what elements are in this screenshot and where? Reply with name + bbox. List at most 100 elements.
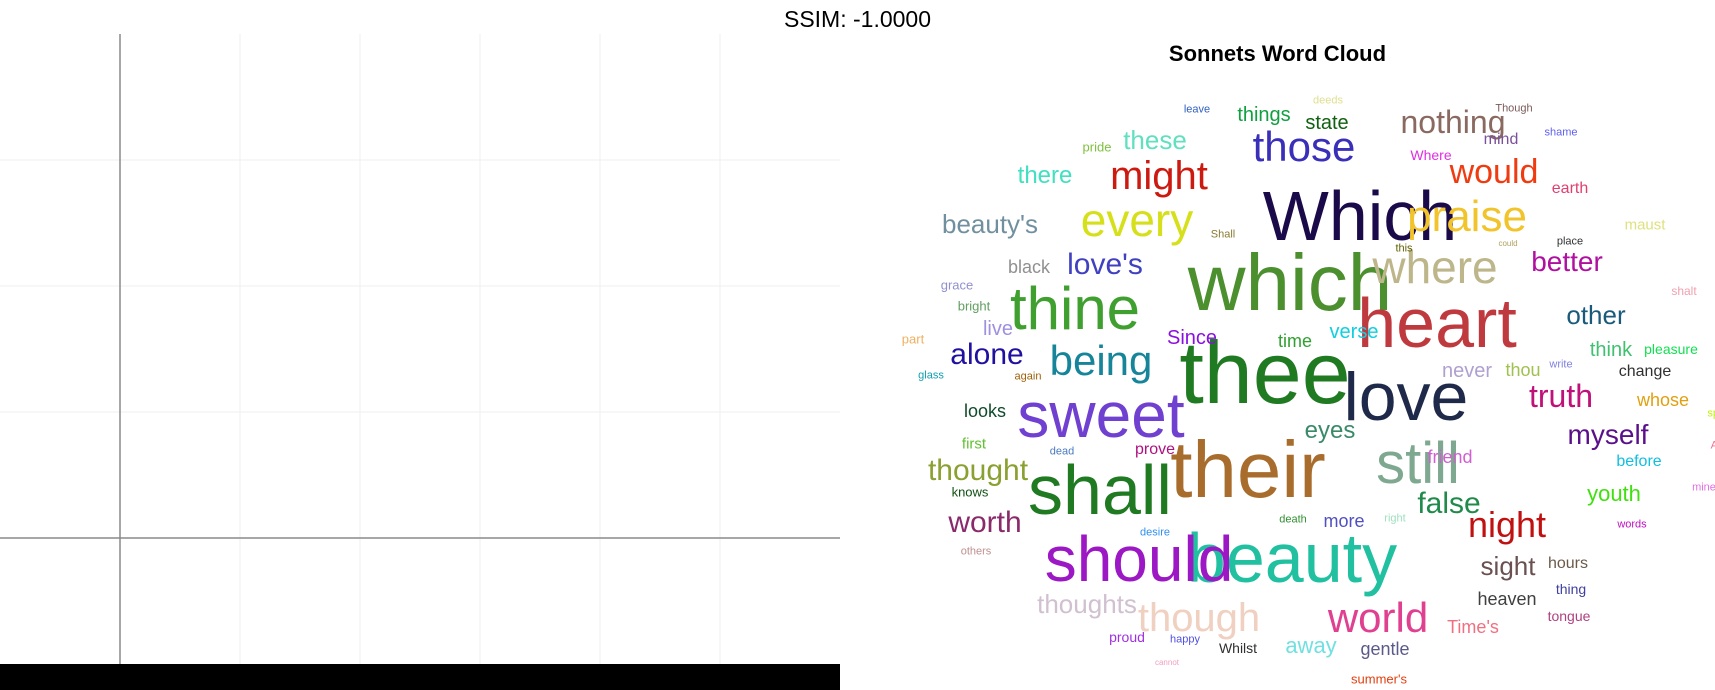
cloud-word: eyes [1304, 417, 1356, 444]
cloud-word: shall [1028, 451, 1172, 529]
cloud-word: deeds [1313, 94, 1343, 107]
cloud-word: this [1395, 242, 1413, 255]
cloud-word: being [1049, 337, 1153, 384]
cloud-word: place [1556, 235, 1584, 248]
cloud-word: Against [1710, 439, 1715, 452]
cloud-word: Which [1262, 177, 1458, 255]
cloud-word: love's [1067, 248, 1143, 281]
cloud-word: happy [1170, 633, 1200, 646]
ssim-title: SSIM: -1.0000 [783, 6, 932, 32]
cloud-word: desire [1140, 526, 1170, 539]
cloud-word: never [1441, 360, 1493, 382]
cloud-word: though [1137, 596, 1261, 640]
cloud-word: Shall [1210, 228, 1236, 241]
cloud-word: tongue [1547, 608, 1591, 624]
cloud-word: hours [1547, 555, 1589, 572]
cloud-word: leave [1183, 103, 1211, 116]
cloud-word: death [1279, 513, 1307, 526]
cloud-word: thought [927, 454, 1029, 487]
cloud-word: Where [1410, 147, 1452, 163]
cloud-word: Though [1495, 102, 1533, 115]
cloud-word: sight [1480, 551, 1536, 581]
cloud-word: more [1323, 511, 1365, 531]
cloud-word: false [1417, 487, 1481, 520]
cloud-word: praise [1407, 192, 1527, 241]
cloud-word: which [1187, 238, 1393, 327]
word-cloud-panel: Sonnets Word Cloud Which which thee their he… [840, 34, 1715, 690]
cloud-word: summer's [1351, 671, 1407, 687]
cloud-word: heart [1357, 284, 1517, 362]
cloud-word: friend [1427, 447, 1473, 467]
cloud-word: other [1566, 300, 1626, 330]
cloud-word: worth [948, 506, 1022, 539]
cloud-word: black [1007, 257, 1051, 277]
cloud-word: truth [1528, 378, 1594, 414]
cloud-word: things [1237, 104, 1291, 126]
cloud-word: love [1343, 359, 1469, 435]
cloud-word: before [1616, 453, 1662, 470]
empty-plot [0, 34, 840, 690]
cloud-word: looks [963, 401, 1007, 421]
cloud-word: part [901, 331, 925, 347]
cloud-word: away [1285, 633, 1337, 658]
cloud-word: maust [1624, 216, 1666, 234]
cloud-word: live [982, 318, 1014, 340]
cloud-word: there [1017, 162, 1073, 189]
cloud-word: beauty [1186, 519, 1398, 597]
cloud-word: better [1531, 246, 1603, 277]
bottom-band [0, 664, 840, 690]
cloud-word: where [1372, 241, 1498, 293]
cloud-word: again [1014, 370, 1042, 383]
cloud-word: every [1080, 194, 1194, 246]
cloud-word: mind [1483, 131, 1519, 148]
cloud-word: Time's [1447, 617, 1499, 637]
cloud-word: alone [950, 338, 1024, 371]
cloud-word: thine [1009, 275, 1141, 342]
cloud-word: these [1123, 125, 1187, 155]
cloud-word: cannot [1154, 658, 1180, 667]
cloud-word: state [1305, 112, 1349, 134]
cloud-word: pride [1082, 139, 1112, 155]
cloud-word: knows [951, 484, 989, 500]
word-cloud-title: Sonnets Word Cloud [1168, 41, 1387, 66]
cloud-word: might [1110, 154, 1208, 198]
cloud-word: grace [940, 277, 974, 293]
cloud-word: glass [918, 369, 944, 382]
cloud-word: words [1617, 518, 1647, 531]
cloud-word: mine [1692, 481, 1715, 494]
cloud-word: right [1384, 512, 1406, 525]
cloud-word: think [1589, 339, 1633, 361]
cloud-word: thoughts [1037, 589, 1137, 619]
cloud-word: earth [1551, 180, 1589, 197]
cloud-word: world [1327, 594, 1429, 641]
cloud-word: Since [1166, 327, 1218, 349]
cloud-word: beauty's [941, 209, 1039, 239]
cloud-word: gentle [1360, 639, 1410, 659]
cloud-word: change [1618, 363, 1672, 380]
cloud-word: pleasure [1644, 341, 1698, 357]
cloud-word: prove [1134, 441, 1176, 458]
cloud-word: Whilst [1218, 640, 1258, 656]
cloud-word: first [961, 435, 987, 453]
cloud-word: thing [1555, 581, 1587, 597]
cloud-word: thou [1505, 360, 1541, 380]
cloud-word: others [960, 545, 992, 558]
cloud-word: sweet [1017, 379, 1185, 451]
cloud-word: would [1449, 153, 1539, 191]
empty-plot-panel [0, 34, 840, 690]
cloud-word: verse [1329, 321, 1379, 343]
cloud-word: bright [957, 298, 991, 314]
cloud-word: still [1376, 431, 1460, 496]
cloud-word: should [1044, 523, 1234, 595]
cloud-word: night [1467, 504, 1547, 545]
cloud-word: whose [1636, 390, 1690, 410]
cloud-word: time [1277, 331, 1313, 351]
cloud-word: shalt [1671, 284, 1697, 298]
cloud-word: youth [1587, 481, 1641, 506]
cloud-word: myself [1567, 419, 1649, 450]
cloud-word: could [1498, 239, 1518, 248]
cloud-word: write [1549, 358, 1573, 371]
cloud-word: their [1170, 425, 1326, 514]
cloud-word: proud [1109, 629, 1145, 645]
